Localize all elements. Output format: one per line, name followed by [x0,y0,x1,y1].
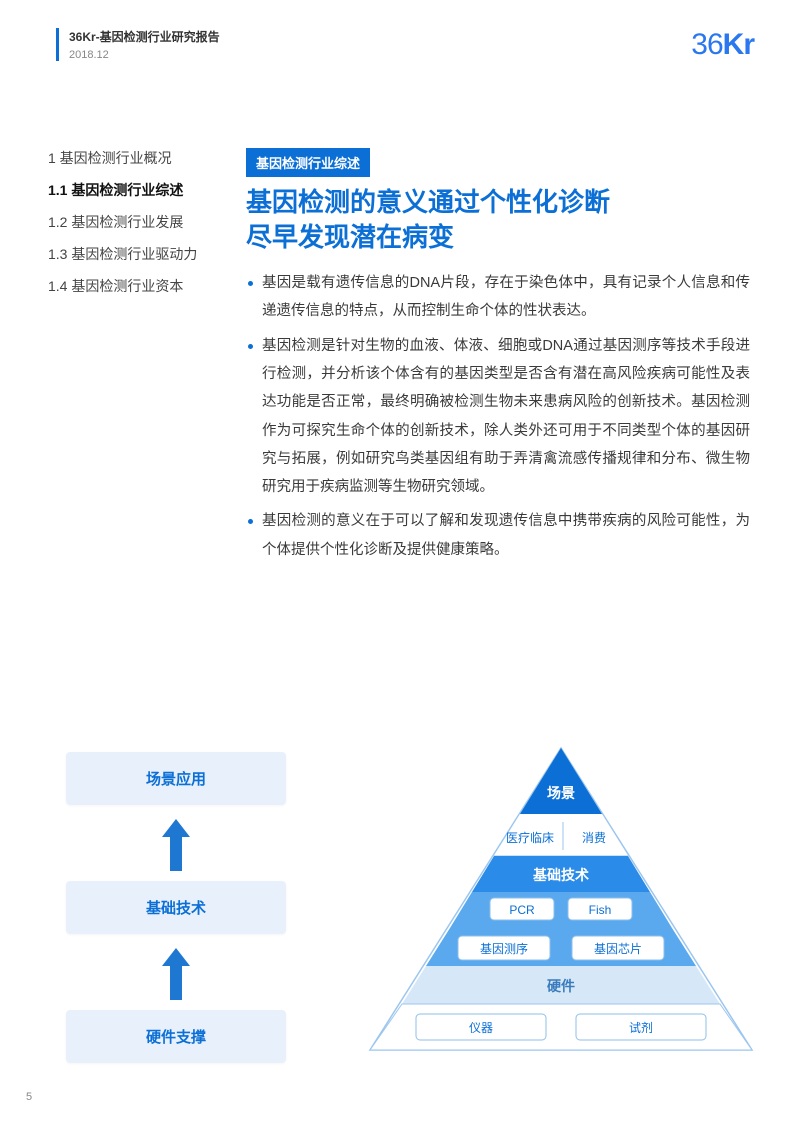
svg-text:基础技术: 基础技术 [533,867,589,883]
flow-column: 场景应用 基础技术 硬件支撑 [66,752,286,1063]
flow-box: 硬件支撑 [66,1010,286,1063]
flow-box: 基础技术 [66,881,286,934]
svg-text:硬件: 硬件 [547,978,575,994]
svg-text:医疗临床: 医疗临床 [506,831,554,845]
toc-item[interactable]: 1 基因检测行业概况 [48,148,228,168]
svg-text:基因芯片: 基因芯片 [594,942,642,956]
svg-text:PCR: PCR [509,903,535,917]
svg-text:Fish: Fish [589,903,612,917]
bullet-item: 基因检测是针对生物的血液、体液、细胞或DNA通过基因测序等技术手段进行检测，并分… [246,332,750,502]
svg-text:仪器: 仪器 [469,1021,493,1035]
bullet-item: 基因是载有遗传信息的DNA片段，存在于染色体中，具有记录个人信息和传递遗传信息的… [246,269,750,326]
toc-item[interactable]: 1.4 基因检测行业资本 [48,276,228,296]
section-tag: 基因检测行业综述 [246,148,370,177]
logo-36kr: 36Kr [691,28,754,62]
doc-title: 36Kr-基因检测行业研究报告 [69,28,220,45]
bullet-item: 基因检测的意义在于可以了解和发现遗传信息中携带疾病的风险可能性，为个体提供个性化… [246,507,750,564]
bullet-list: 基因是载有遗传信息的DNA片段，存在于染色体中，具有记录个人信息和传递遗传信息的… [246,269,750,564]
pyramid-top-label: 场景 [547,785,575,801]
section-title: 基因检测的意义通过个性化诊断 尽早发现潜在病变 [246,185,750,255]
diagram-area: 场景应用 基础技术 硬件支撑 场景 医疗临床 消费 [66,744,750,1074]
toc-item[interactable]: 1.1 基因检测行业综述 [48,180,228,200]
page-number: 5 [26,1091,32,1103]
table-of-contents: 1 基因检测行业概况 1.1 基因检测行业综述 1.2 基因检测行业发展 1.3… [48,148,228,308]
toc-item[interactable]: 1.3 基因检测行业驱动力 [48,244,228,264]
svg-text:试剂: 试剂 [629,1020,653,1035]
pyramid-diagram: 场景 医疗临床 消费 基础技术 PCR Fish 基因测序 基因芯片 硬件 [366,744,756,1074]
arrow-up-icon [66,805,286,881]
doc-date: 2018.12 [69,49,220,61]
svg-text:基因测序: 基因测序 [480,941,528,956]
toc-item[interactable]: 1.2 基因检测行业发展 [48,212,228,232]
svg-text:消费: 消费 [582,831,606,845]
flow-box: 场景应用 [66,752,286,805]
arrow-up-icon [66,934,286,1010]
